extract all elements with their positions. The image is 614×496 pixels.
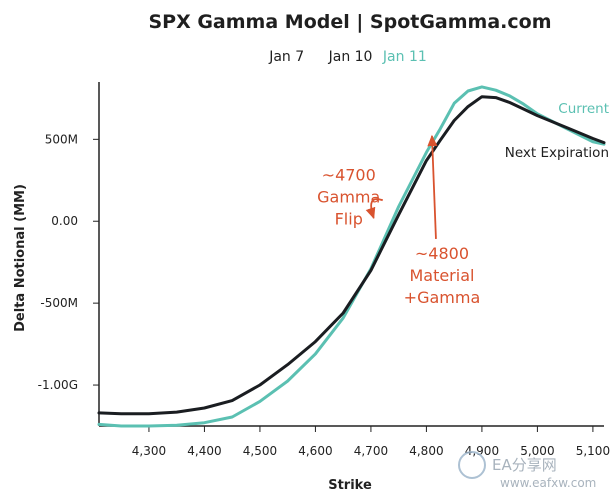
x-tick-label: 4,900 <box>465 444 499 458</box>
y-axis-title: Delta Notional (MM) <box>13 184 28 332</box>
subtitle-item-jan-7: Jan 7 <box>268 49 304 65</box>
x-tick-label: 4,400 <box>187 444 221 458</box>
chart-subtitle: Jan 7 Jan 10 Jan 11 <box>268 49 427 65</box>
watermark-brand: EA分享网 <box>492 456 557 474</box>
axes <box>98 82 604 427</box>
x-tick-label: 5,100 <box>576 444 610 458</box>
annotation-gamma-flip: ~4700 Gamma Flip <box>317 165 380 228</box>
y-tick-label: -1.00G <box>38 378 78 392</box>
annotation-arrow <box>365 198 384 220</box>
series-lines <box>97 85 606 428</box>
series-label-next-expiration: Next Expiration <box>505 145 609 161</box>
x-tick-label: 4,800 <box>409 444 443 458</box>
series-line-current <box>97 85 606 428</box>
annotation-arrow <box>427 134 438 239</box>
x-tick-label: 5,000 <box>520 444 554 458</box>
x-tick-label: 4,500 <box>243 444 277 458</box>
y-tick-label: 0.00 <box>51 214 78 228</box>
x-tick-label: 4,600 <box>298 444 332 458</box>
watermark-url: www.eafxw.com <box>500 476 596 490</box>
x-tick-label: 4,300 <box>132 444 166 458</box>
y-axis-ticks: 500M 0.00 -500M -1.00G <box>38 132 99 392</box>
x-axis-title: Strike <box>328 478 372 493</box>
subtitle-item-jan-11: Jan 11 <box>382 49 427 65</box>
annotations: ~4700 Gamma Flip ~4800 Material +Gamma <box>317 134 481 307</box>
watermark-logo-icon <box>458 451 486 479</box>
x-axis-ticks: 4,300 4,400 4,500 4,600 4,700 4,800 4,900 5,000… <box>132 426 610 458</box>
series-line-next-expiration <box>97 95 606 416</box>
series-label-current: Current <box>558 101 609 117</box>
chart-title: SPX Gamma Model | SpotGamma.com <box>148 11 551 33</box>
y-tick-label: -500M <box>40 296 78 310</box>
y-tick-label: 500M <box>45 132 78 146</box>
watermark: EA分享网 www.eafxw.com <box>458 451 596 490</box>
subtitle-item-jan-10: Jan 10 <box>328 49 373 65</box>
x-tick-label: 4,700 <box>354 444 388 458</box>
annotation-material-gamma: ~4800 Material +Gamma <box>404 244 481 307</box>
